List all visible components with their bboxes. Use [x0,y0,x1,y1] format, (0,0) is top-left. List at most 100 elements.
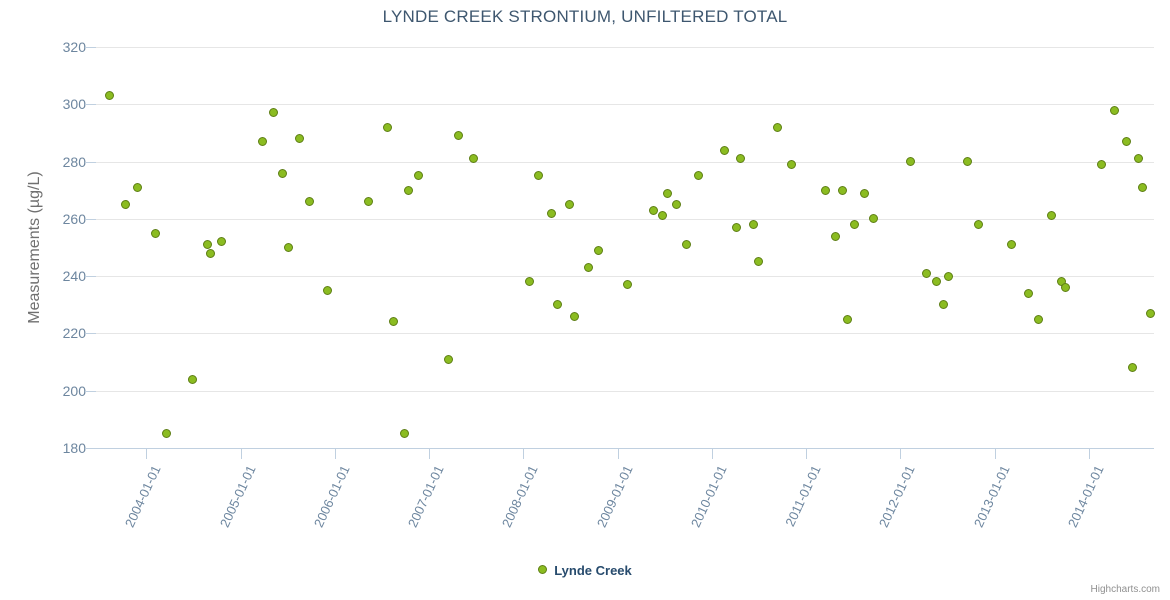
x-axis-tick-label: 2010-01-01 [687,463,730,530]
data-point[interactable] [269,108,279,118]
chart-title: LYNDE CREEK STRONTIUM, UNFILTERED TOTAL [382,7,788,26]
data-point[interactable] [404,185,414,195]
data-point[interactable] [216,237,226,247]
data-point[interactable] [1097,159,1107,169]
data-point[interactable] [133,182,143,192]
legend-item-lynde-creek[interactable]: Lynde Creek [538,562,632,579]
data-point[interactable] [831,231,841,241]
data-point[interactable] [202,240,212,250]
data-point[interactable] [468,154,478,164]
data-point[interactable] [682,240,692,250]
data-point[interactable] [973,220,983,230]
data-point[interactable] [382,122,392,132]
data-point[interactable] [162,429,172,439]
data-point[interactable] [850,220,860,230]
x-axis-tick-label: 2012-01-01 [876,463,918,530]
data-point[interactable] [1127,363,1137,373]
y-axis-tick-mark [85,390,96,392]
data-point[interactable] [1024,288,1034,298]
x-axis-tick-label: 2005-01-01 [216,463,259,530]
data-point[interactable] [533,171,543,181]
data-point[interactable] [938,300,948,310]
x-axis-tick-mark [806,449,808,459]
data-point[interactable] [284,243,293,252]
data-point[interactable] [552,300,562,310]
data-point[interactable] [1006,240,1016,250]
data-point[interactable] [444,354,454,364]
data-point[interactable] [773,122,782,132]
data-point[interactable] [720,145,730,155]
data-point[interactable] [565,200,575,210]
data-point[interactable] [525,277,535,287]
data-point[interactable] [1146,308,1156,318]
x-axis-tick-mark [711,449,713,459]
data-point[interactable] [400,429,410,439]
data-point[interactable] [1060,283,1070,293]
x-axis-tick-label: 2014-01-01 [1064,463,1107,530]
legend-item-label: Lynde Creek [554,563,632,579]
data-point[interactable] [731,222,741,232]
data-point[interactable] [754,257,764,267]
data-point[interactable] [843,314,853,324]
y-axis-tick-label: 180 [62,440,86,456]
x-axis-tick-mark [1088,449,1090,459]
data-point[interactable] [748,220,758,230]
data-point[interactable] [859,188,869,198]
y-axis-tick-label: 260 [62,210,86,227]
data-point[interactable] [922,268,932,278]
data-point[interactable] [569,311,579,321]
gridline [96,276,1154,278]
data-point[interactable] [294,134,304,144]
data-point[interactable] [906,157,916,167]
data-point[interactable] [869,214,879,224]
data-point[interactable] [943,271,953,281]
data-point[interactable] [1138,182,1148,192]
data-point[interactable] [257,137,267,147]
data-point[interactable] [672,200,682,210]
credits-link[interactable]: Highcharts.com [1090,584,1160,595]
data-point[interactable] [594,245,604,255]
data-point[interactable] [305,197,315,207]
data-point[interactable] [1121,137,1131,147]
gridline [96,47,1154,48]
data-point[interactable] [1047,211,1057,221]
x-axis-tick-mark [334,449,336,459]
data-point[interactable] [547,208,557,218]
data-point[interactable] [1034,314,1044,324]
data-point[interactable] [1109,105,1119,115]
data-point[interactable] [657,211,667,221]
data-point[interactable] [694,171,704,181]
data-point[interactable] [104,91,114,101]
gridline [96,218,1154,220]
data-point[interactable] [205,248,215,258]
data-point[interactable] [277,168,287,178]
y-axis-tick-label: 220 [62,325,86,342]
data-point[interactable] [1134,154,1144,164]
x-axis-tick-label: 2008-01-01 [499,463,541,530]
y-axis-tick-mark [85,104,96,106]
data-point[interactable] [413,171,423,181]
data-point[interactable] [963,157,973,167]
x-axis-tick-mark [994,449,996,459]
x-axis-tick-mark [900,449,902,459]
data-point[interactable] [120,200,130,210]
data-point[interactable] [364,197,374,207]
data-point[interactable] [736,154,746,164]
data-point[interactable] [837,185,847,195]
data-point[interactable] [389,317,399,327]
legend-marker-icon [538,565,548,575]
data-point[interactable] [931,277,941,287]
plot-area [85,47,1156,449]
data-point[interactable] [322,285,332,295]
data-point[interactable] [623,280,633,290]
data-point[interactable] [454,131,464,141]
data-point[interactable] [821,185,831,195]
x-axis-tick-mark [429,449,431,459]
y-axis-tick-label: 300 [62,96,86,113]
data-point[interactable] [584,263,594,273]
data-point[interactable] [663,188,673,198]
data-point[interactable] [150,228,160,238]
data-point[interactable] [188,374,197,384]
data-point[interactable] [648,205,658,215]
data-point[interactable] [786,159,796,169]
